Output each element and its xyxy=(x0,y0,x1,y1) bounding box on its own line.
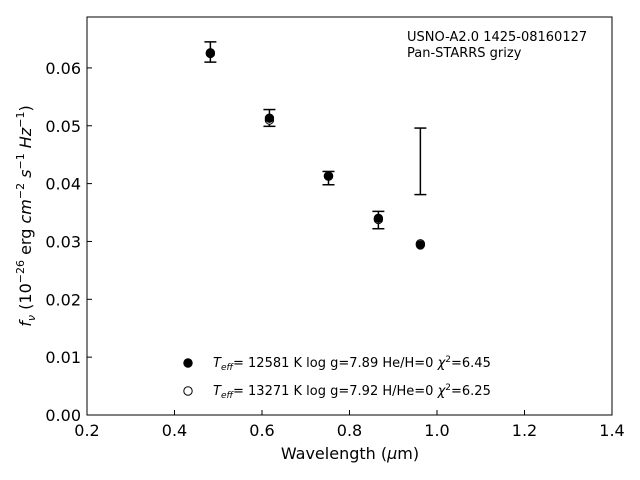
x-tick-label: 0.8 xyxy=(337,421,362,440)
legend: Teff= 12581 K log g=7.89 He/H=0 χ2=6.45 … xyxy=(183,355,491,401)
y-tick-label: 0.01 xyxy=(45,348,81,367)
x-axis-label: Wavelength (μm) xyxy=(281,444,419,463)
x-tick-label: 1.4 xyxy=(599,421,624,440)
y-tick-label: 0.03 xyxy=(45,232,81,251)
x-tick-label: 0.2 xyxy=(74,421,99,440)
legend-label-1: Teff= 12581 K log g=7.89 He/H=0 χ2=6.45 xyxy=(213,355,491,373)
y-tick-label: 0.05 xyxy=(45,117,81,136)
y-tick-label: 0.04 xyxy=(45,175,81,194)
y-axis-label: fν (10−26 erg cm−2 s−1 Hz−1) xyxy=(14,105,38,326)
model-point-filled xyxy=(205,48,216,59)
annotation-line-2: Pan-STARRS grizy xyxy=(407,46,522,61)
model-point-filled xyxy=(323,171,334,181)
legend-marker-open xyxy=(183,386,193,396)
y-tick-label: 0.02 xyxy=(45,290,81,309)
model-point-filled xyxy=(264,113,275,123)
y-tick-label: 0.00 xyxy=(45,406,81,425)
x-tick-label: 0.4 xyxy=(162,421,187,440)
legend-marker-filled xyxy=(183,358,193,368)
data-points xyxy=(205,48,426,250)
legend-label-2: Teff= 13271 K log g=7.92 H/He=0 χ2=6.25 xyxy=(213,383,491,401)
x-tick-label: 1.0 xyxy=(424,421,449,440)
plot-area xyxy=(86,16,613,416)
y-tick-label: 0.06 xyxy=(45,59,81,78)
y-axis-ticks: 0.00 0.01 0.02 0.03 0.04 0.05 0.06 xyxy=(45,59,92,425)
x-tick-label: 0.6 xyxy=(249,421,274,440)
model-point-filled xyxy=(415,240,426,250)
annotation-line-1: USNO-A2.0 1425-08160127 xyxy=(407,30,587,45)
model-point-filled xyxy=(373,213,384,224)
x-axis-ticks: 0.2 0.4 0.6 0.8 1.0 1.2 1.4 xyxy=(74,410,625,440)
x-tick-label: 1.2 xyxy=(512,421,537,440)
